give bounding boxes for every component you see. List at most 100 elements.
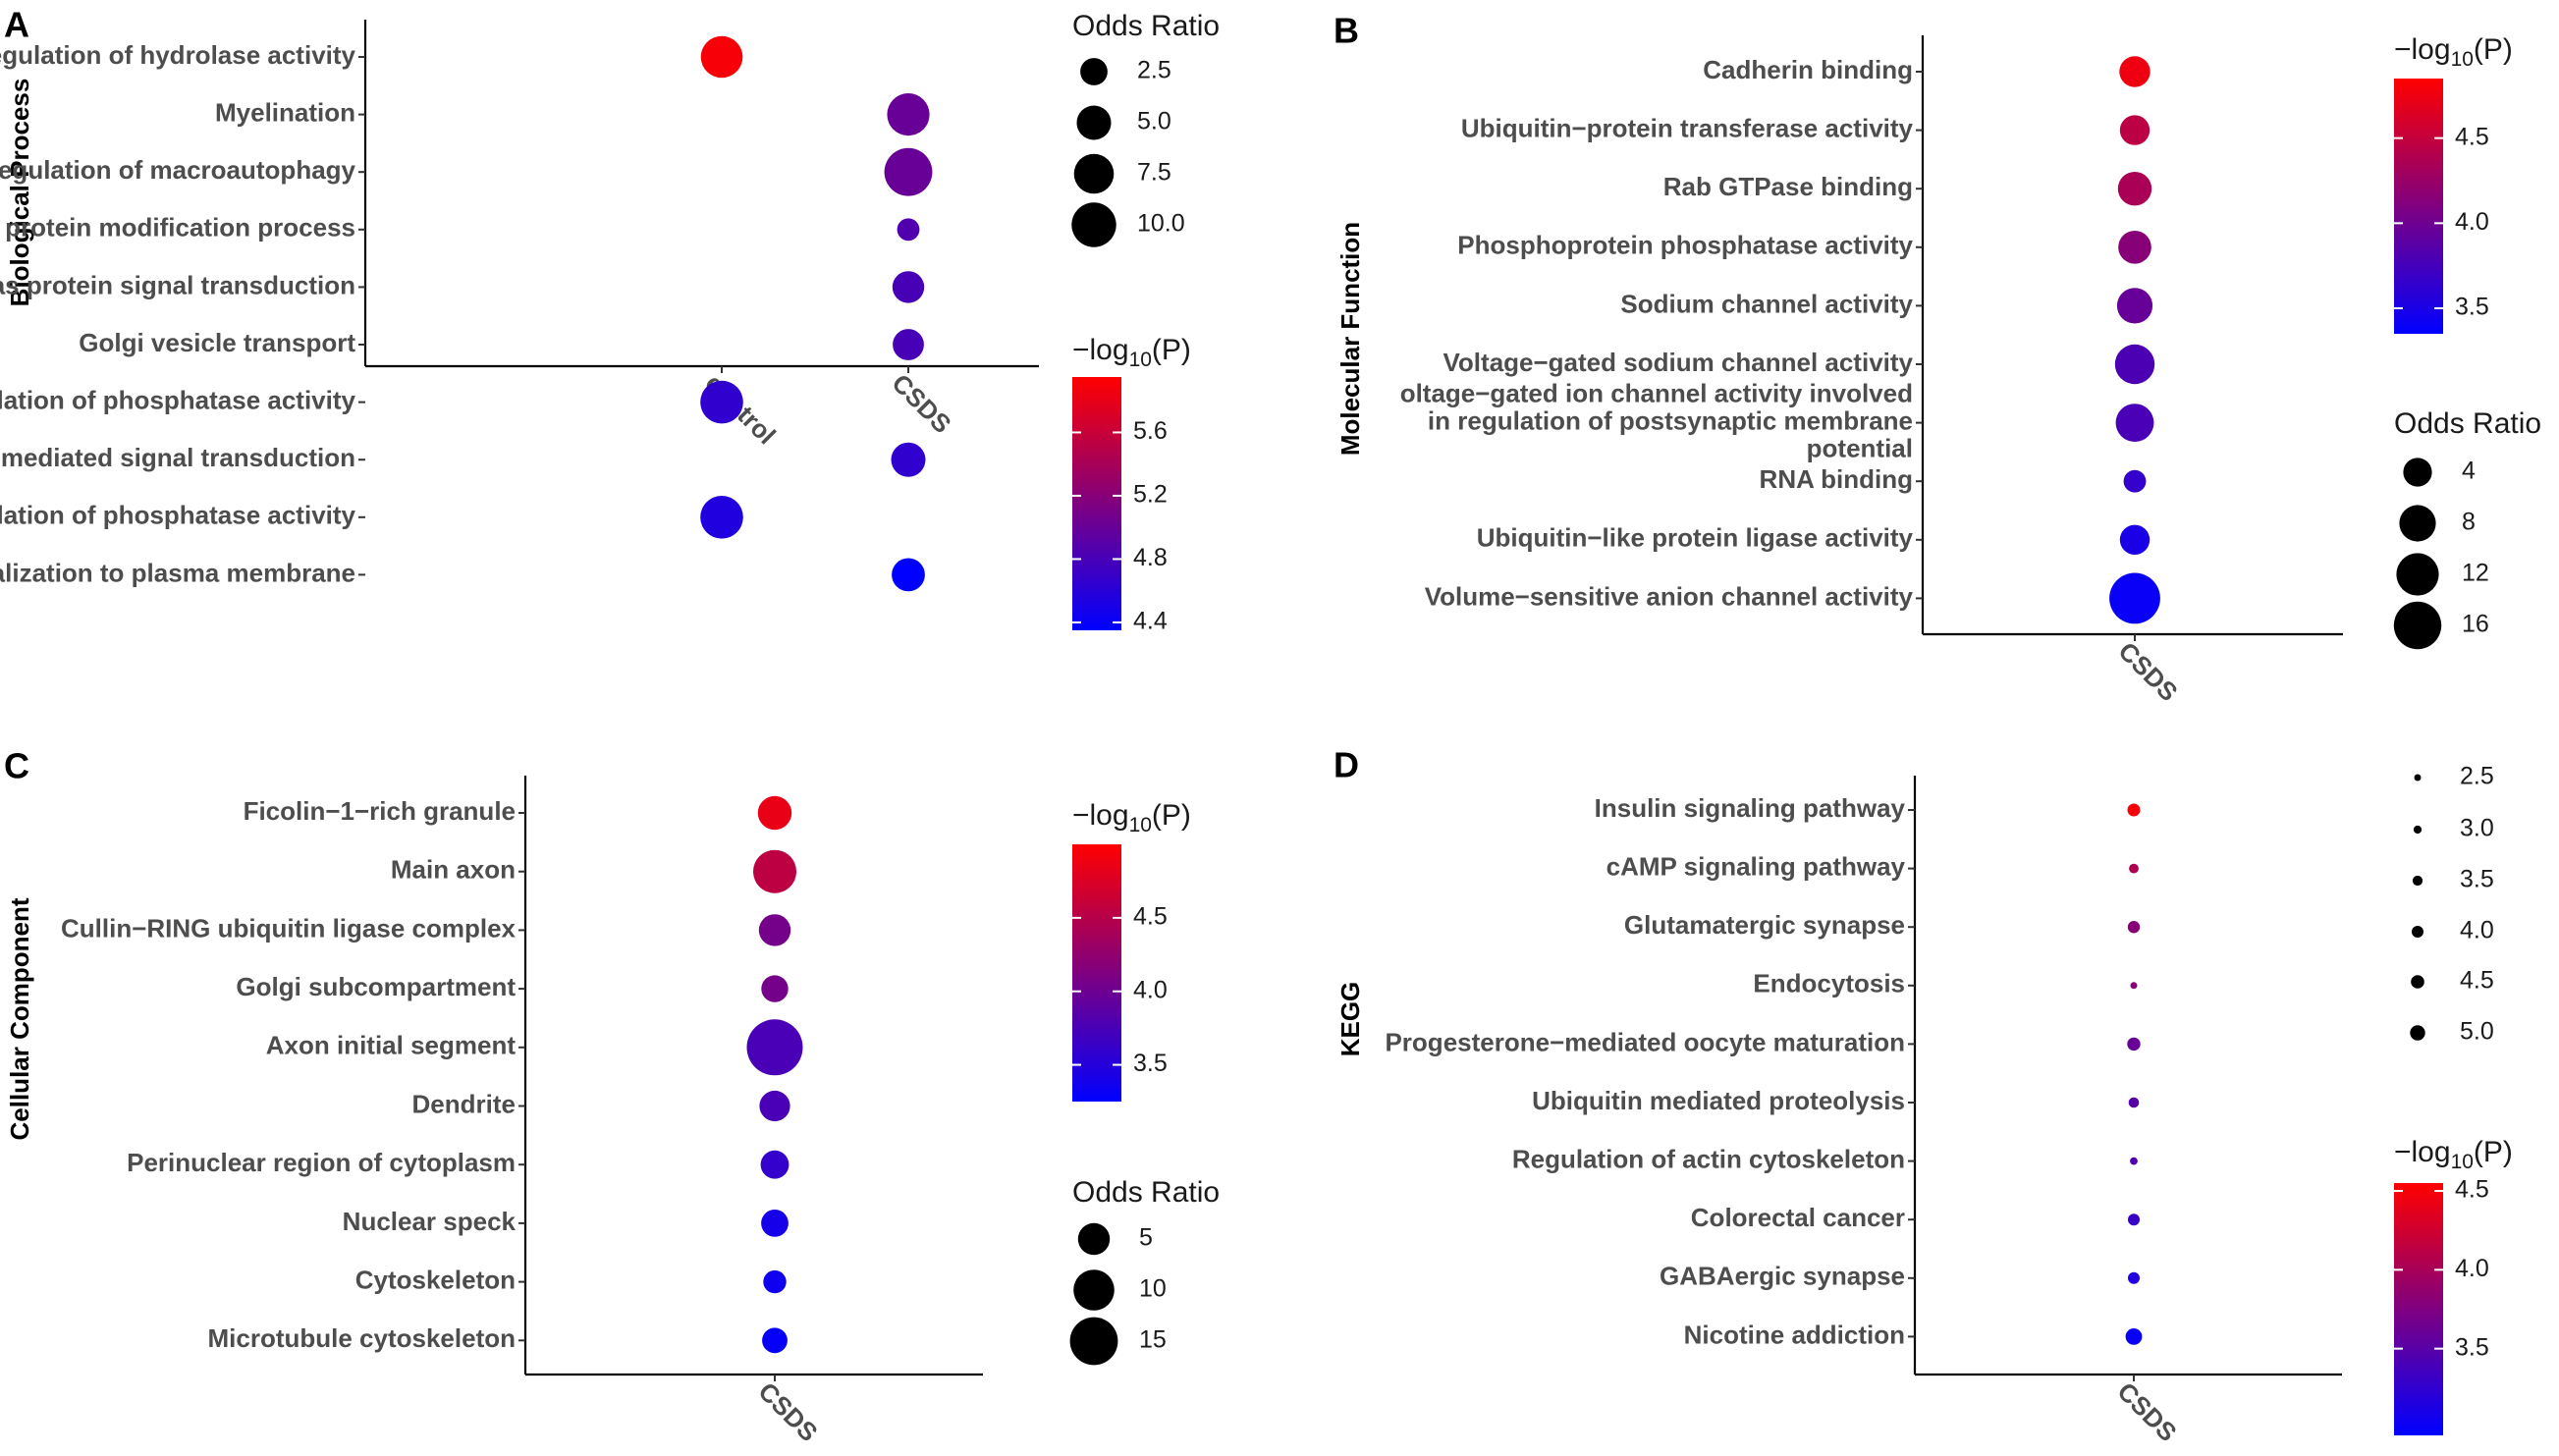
color-legend-bar xyxy=(2394,79,2443,334)
y-tick-label: Nuclear speck xyxy=(343,1207,517,1236)
point-ubiquitin-like-protein-ligase-activity xyxy=(2119,524,2151,555)
point-ras-protein-signal-transduction xyxy=(892,271,925,303)
color-legend-label: 4.8 xyxy=(1133,544,1168,571)
y-tick-label: Regulation of actin cytoskeleton xyxy=(1512,1144,1905,1173)
color-legend-bar xyxy=(1072,377,1121,630)
y-tick-label: Ras protein signal transduction xyxy=(0,270,355,299)
color-legend-label: 5.2 xyxy=(1133,481,1168,509)
size-legend-label: 3.5 xyxy=(2460,866,2494,893)
point-ubiquitin-mediated-proteolysis xyxy=(2128,1097,2140,1108)
point-negative-regulation-of-hydrolase-activity xyxy=(700,35,743,79)
color-legend-bar xyxy=(2394,1183,2443,1435)
y-tick-label: Cytoskeleton xyxy=(355,1265,516,1294)
color-legend-label: 3.5 xyxy=(2455,294,2489,321)
size-legend-key xyxy=(1069,1317,1118,1366)
size-legend-label: 4 xyxy=(2462,458,2476,485)
size-legend-label: 2.5 xyxy=(1137,57,1171,84)
color-legend-bar xyxy=(1072,844,1121,1102)
color-legend-label: 3.5 xyxy=(1133,1050,1168,1077)
y-tick-label: Axon initial segment xyxy=(266,1031,517,1060)
point-ficolin-1-rich-granule xyxy=(757,795,792,831)
y-tick-label: Protein localization to plasma membrane xyxy=(0,558,355,587)
y-tick-label: Perinuclear region of cytoplasm xyxy=(127,1148,516,1177)
x-tick-label: CSDS xyxy=(2111,1376,2182,1447)
size-legend-label: 15 xyxy=(1139,1326,1167,1354)
y-tick-label: Colorectal cancer xyxy=(1691,1203,1905,1232)
point-cadherin-binding xyxy=(2119,56,2151,87)
y-tick-label: Small GTPase mediated signal transductio… xyxy=(0,443,355,472)
point-protein-localization-to-plasma-membrane xyxy=(892,558,925,592)
size-legend-label: 12 xyxy=(2462,560,2489,587)
panel-letter: A xyxy=(4,5,29,45)
size-legend-label: 4.5 xyxy=(2460,967,2494,995)
size-legend-key xyxy=(1076,105,1112,140)
point-phosphoprotein-phosphatase-activity xyxy=(2118,231,2151,264)
point-regulation-of-actin-cytoskeleton xyxy=(2130,1157,2138,1165)
panel-b: B Molecular Function Cadherin binding Ubiqu… xyxy=(1334,11,2541,708)
point-nuclear-speck xyxy=(761,1210,789,1237)
point-colorectal-cancer xyxy=(2128,1213,2140,1226)
y-axis-title: Cellular Component xyxy=(5,897,34,1140)
y-tick-label: cAMP signaling pathway xyxy=(1606,851,1906,881)
point-ubiquitin-protein-transferase-activity xyxy=(2119,115,2151,145)
size-legend-label: 16 xyxy=(2462,611,2489,638)
y-tick-label: Phosphoprotein phosphatase activity xyxy=(1457,231,1913,260)
y-tick-label: Negative regulation of phosphatase activ… xyxy=(0,385,356,414)
panel-letter: C xyxy=(4,746,29,786)
y-tick-label: Sodium channel activity xyxy=(1620,289,1913,318)
y-tick-label: Dendrite xyxy=(412,1089,516,1118)
size-legend-key xyxy=(2410,1025,2425,1041)
point-golgi-vesicle-transport xyxy=(893,329,924,360)
size-legend-label: 10.0 xyxy=(1137,210,1185,238)
color-legend-title-suffix: (P) xyxy=(1152,799,1191,832)
color-legend-label: 4.5 xyxy=(2455,123,2489,150)
point-progesterone-mediated-oocyte-maturation xyxy=(2127,1037,2141,1052)
point-nicotine-addiction xyxy=(2125,1328,2143,1345)
y-tick-label: Glutamatergic synapse xyxy=(1624,910,1905,940)
size-legend-title: Odds Ratio xyxy=(1072,10,1220,42)
point-regulation-of-phosphatase-activity xyxy=(700,496,743,539)
color-legend-title-prefix: −log xyxy=(1072,334,1129,366)
y-tick-label: Insulin signaling pathway xyxy=(1595,793,1906,823)
y-tick-label-line: potential xyxy=(1807,433,1913,462)
size-legend-title: Odds Ratio xyxy=(2394,407,2541,440)
point-myelination xyxy=(887,93,930,136)
color-legend-label: 5.6 xyxy=(1133,417,1168,445)
color-legend-label: 4.5 xyxy=(2455,1176,2489,1204)
point-volume-sensitive-anion-channel-activity xyxy=(2109,572,2160,624)
size-legend-key xyxy=(2399,505,2436,542)
size-legend-key xyxy=(2393,601,2442,650)
point-cytoskeleton xyxy=(763,1269,787,1294)
y-tick-label: Cellular protein modification process xyxy=(0,213,355,243)
panel-c: C Cellular Component Ficolin−1−rich granul… xyxy=(4,746,1220,1448)
point-voltage-gated-sodium-channel-activity xyxy=(2114,344,2155,385)
size-legend-key xyxy=(1073,1269,1115,1311)
point-negative-regulation-of-macroautophagy xyxy=(884,147,933,196)
point-camp-signaling-pathway xyxy=(2129,863,2139,874)
y-tick-label: Nicotine addiction xyxy=(1684,1320,1905,1349)
color-legend-title-suffix: (P) xyxy=(2474,1136,2513,1168)
panel-letter: B xyxy=(1334,11,1359,51)
y-tick-label: Golgi vesicle transport xyxy=(79,328,355,357)
y-tick-label: RNA binding xyxy=(1760,464,1913,494)
y-tick-label: Rab GTPase binding xyxy=(1663,172,1913,201)
color-legend-title-sub: 10 xyxy=(2451,48,2474,71)
size-legend-key xyxy=(2411,975,2424,989)
size-legend-key xyxy=(2403,458,2432,487)
y-tick-label: Negative regulation of hydrolase activit… xyxy=(0,40,356,70)
color-legend-title-prefix: −log xyxy=(2394,1136,2451,1168)
color-legend-title-prefix: −log xyxy=(2394,33,2451,66)
point-cullin-ring-ubiquitin-ligase-complex xyxy=(758,914,791,946)
color-legend-title-sub: 10 xyxy=(2451,1151,2474,1173)
y-tick-label: Endocytosis xyxy=(1753,969,1905,998)
point-main-axon xyxy=(753,849,796,893)
size-legend-label: 4.0 xyxy=(2460,917,2494,944)
size-legend-key xyxy=(2414,774,2422,782)
color-legend-label: 4.5 xyxy=(1133,902,1168,930)
point-microtubule-cytoskeleton xyxy=(762,1327,788,1354)
color-legend-label: 4.0 xyxy=(1133,976,1168,1003)
point-sodium-channel-activity xyxy=(2116,288,2153,324)
y-tick-label: Voltage−gated sodium channel activity xyxy=(1443,348,1914,377)
color-legend-title-sub: 10 xyxy=(1129,814,1152,836)
